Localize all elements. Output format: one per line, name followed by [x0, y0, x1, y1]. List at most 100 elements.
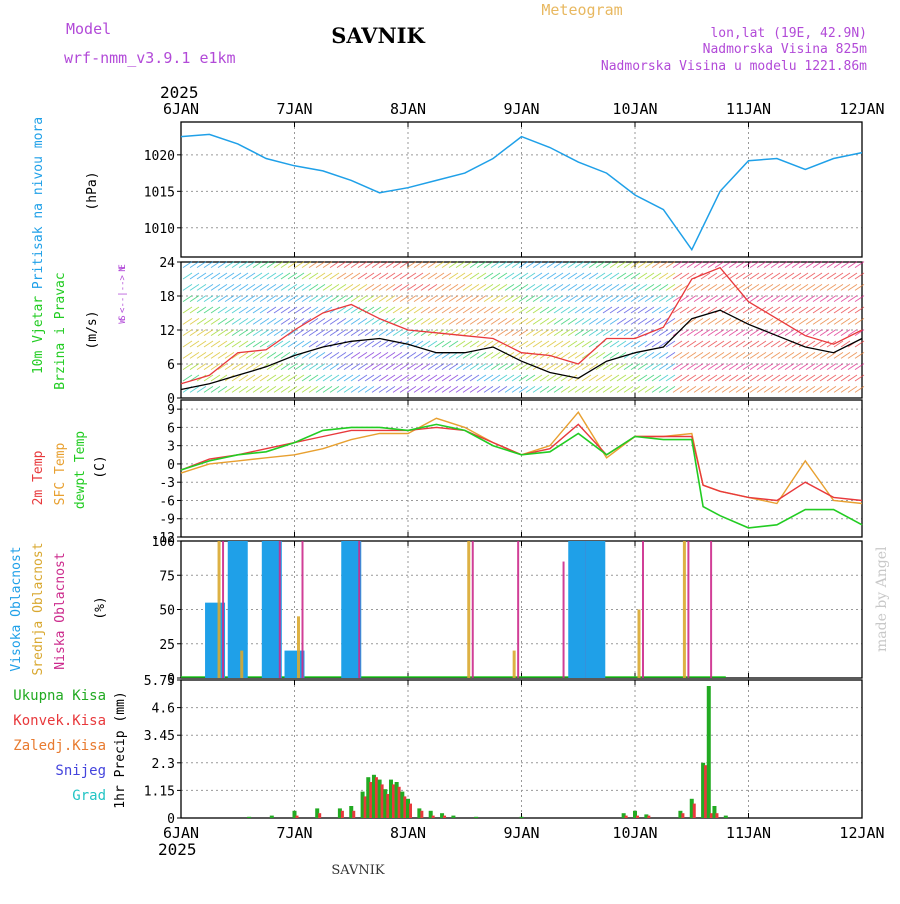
wind-barb	[854, 261, 865, 269]
wind-barb	[567, 374, 578, 382]
wind-barb	[385, 295, 396, 303]
wind-barb	[840, 374, 851, 382]
wind-barb	[539, 295, 550, 303]
wind-barb	[399, 272, 410, 280]
wind-barb	[805, 340, 816, 348]
wind-barb	[672, 295, 683, 303]
temperature-frame	[180, 399, 863, 538]
wind-barb	[203, 351, 214, 359]
wind-barb	[483, 283, 494, 291]
wind-barb	[749, 272, 760, 280]
wind-barb	[700, 306, 711, 314]
wind-barb	[511, 340, 522, 348]
wind-barb	[441, 261, 452, 269]
wind-barb	[574, 272, 585, 280]
wind-barb	[455, 340, 466, 348]
wind-barb	[378, 272, 389, 280]
wind-barb	[630, 317, 641, 325]
wind-barb	[420, 272, 431, 280]
wind-barb	[308, 306, 319, 314]
wind-barb	[616, 272, 627, 280]
wind-barb	[567, 351, 578, 359]
wind-barb	[483, 329, 494, 337]
wind-barb	[364, 374, 375, 382]
wind-barb	[539, 385, 550, 393]
wind-barb	[749, 317, 760, 325]
wind-barb	[791, 329, 802, 337]
wind-barb	[469, 351, 480, 359]
wind-barb	[826, 306, 837, 314]
wind-barb	[287, 363, 298, 371]
wind-barb	[420, 385, 431, 393]
wind-barb	[301, 329, 312, 337]
wind-barb	[469, 317, 480, 325]
wind-barb	[308, 317, 319, 325]
wind-barb	[182, 340, 193, 348]
wind-barb	[399, 295, 410, 303]
wind-barb	[602, 272, 613, 280]
wind-barb	[378, 351, 389, 359]
wind-barb	[301, 283, 312, 291]
time-tick-top: 9JAN	[503, 100, 539, 118]
temp-2m-line	[180, 423, 863, 502]
wind-barb	[371, 363, 382, 371]
wind-barb	[679, 351, 690, 359]
wind-barb	[462, 295, 473, 303]
precip-total-bar	[621, 813, 626, 818]
wind-barb	[532, 283, 543, 291]
wind-barb	[525, 385, 536, 393]
wind-barb	[588, 295, 599, 303]
wind-barb	[406, 317, 417, 325]
y-tick-label: 0	[167, 392, 175, 407]
wind-barb	[441, 306, 452, 314]
wind-barb	[329, 363, 340, 371]
wind-barb	[525, 283, 536, 291]
wind-barb	[511, 329, 522, 337]
pressure-axes: 1010 1015 1020	[144, 121, 863, 258]
wind-barb	[413, 306, 424, 314]
wind-barb	[308, 283, 319, 291]
wind-barb	[595, 374, 606, 382]
wind-barb	[567, 306, 578, 314]
wind-barb	[448, 363, 459, 371]
wind-barb	[469, 295, 480, 303]
wind-barb	[315, 340, 326, 348]
wind-barb	[602, 385, 613, 393]
wind-barb	[252, 329, 263, 337]
wind-barb	[630, 283, 641, 291]
precip-conv-bar	[704, 765, 708, 818]
precip-total-bar	[337, 808, 342, 818]
wind-barb	[644, 306, 655, 314]
wind-barb	[714, 317, 725, 325]
wind-barb	[231, 351, 242, 359]
wind-barb	[224, 317, 235, 325]
wind-barb	[630, 351, 641, 359]
wind-barb	[315, 317, 326, 325]
wind-barb	[476, 363, 487, 371]
wind-barb	[364, 351, 375, 359]
wind-barb	[777, 374, 788, 382]
wind-barb	[350, 363, 361, 371]
wind-barb	[497, 363, 508, 371]
wind-barb	[301, 385, 312, 393]
wind-barb	[343, 261, 354, 269]
wind-barb	[630, 261, 641, 269]
wind-barb	[532, 351, 543, 359]
wind-barb	[189, 340, 200, 348]
wind-barb	[259, 385, 270, 393]
wind-barb	[196, 340, 207, 348]
wind-barb	[189, 306, 200, 314]
precip-conv-bar	[709, 813, 713, 818]
wind-barb	[259, 340, 270, 348]
precip-conv-bar	[340, 810, 344, 818]
wind-barb	[714, 272, 725, 280]
wind-barb	[518, 272, 529, 280]
wind-barb	[574, 363, 585, 371]
wind-barb	[378, 329, 389, 337]
wind-barb	[301, 261, 312, 269]
wind-barb	[266, 340, 277, 348]
wind-barb	[511, 261, 522, 269]
wind-barb	[791, 295, 802, 303]
wind-barb	[595, 329, 606, 337]
wind-barb	[679, 340, 690, 348]
